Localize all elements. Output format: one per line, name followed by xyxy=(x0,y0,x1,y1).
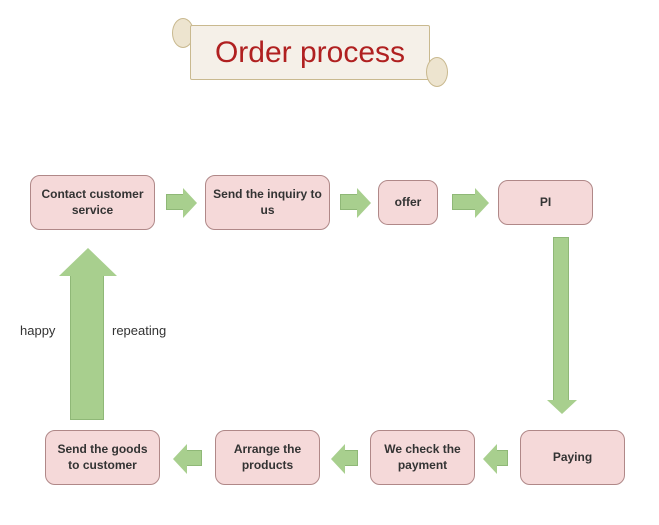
title-scroll: Order process xyxy=(170,20,450,85)
arrow-offer-pi xyxy=(452,194,476,210)
arrow-inquiry-offer xyxy=(340,194,358,210)
node-inquiry: Send the inquiry to us xyxy=(205,175,330,230)
node-check: We check the payment xyxy=(370,430,475,485)
loop-label-happy: happy xyxy=(20,323,55,338)
node-offer: offer xyxy=(378,180,438,225)
node-pi: PI xyxy=(498,180,593,225)
node-contact: Contact customer service xyxy=(30,175,155,230)
arrow-check-arrange xyxy=(344,450,358,466)
arrow-paying-check xyxy=(496,450,508,466)
node-arrange: Arrange the products xyxy=(215,430,320,485)
loop-label-repeating: repeating xyxy=(112,323,166,338)
loop-arrow-up xyxy=(70,275,104,420)
arrow-pi-paying xyxy=(553,237,569,401)
node-send: Send the goods to customer xyxy=(45,430,160,485)
arrow-arrange-send xyxy=(186,450,202,466)
arrow-contact-inquiry xyxy=(166,194,184,210)
scroll-body: Order process xyxy=(190,25,430,80)
diagram-title: Order process xyxy=(215,36,405,70)
scroll-curl-right xyxy=(426,57,448,87)
node-paying: Paying xyxy=(520,430,625,485)
